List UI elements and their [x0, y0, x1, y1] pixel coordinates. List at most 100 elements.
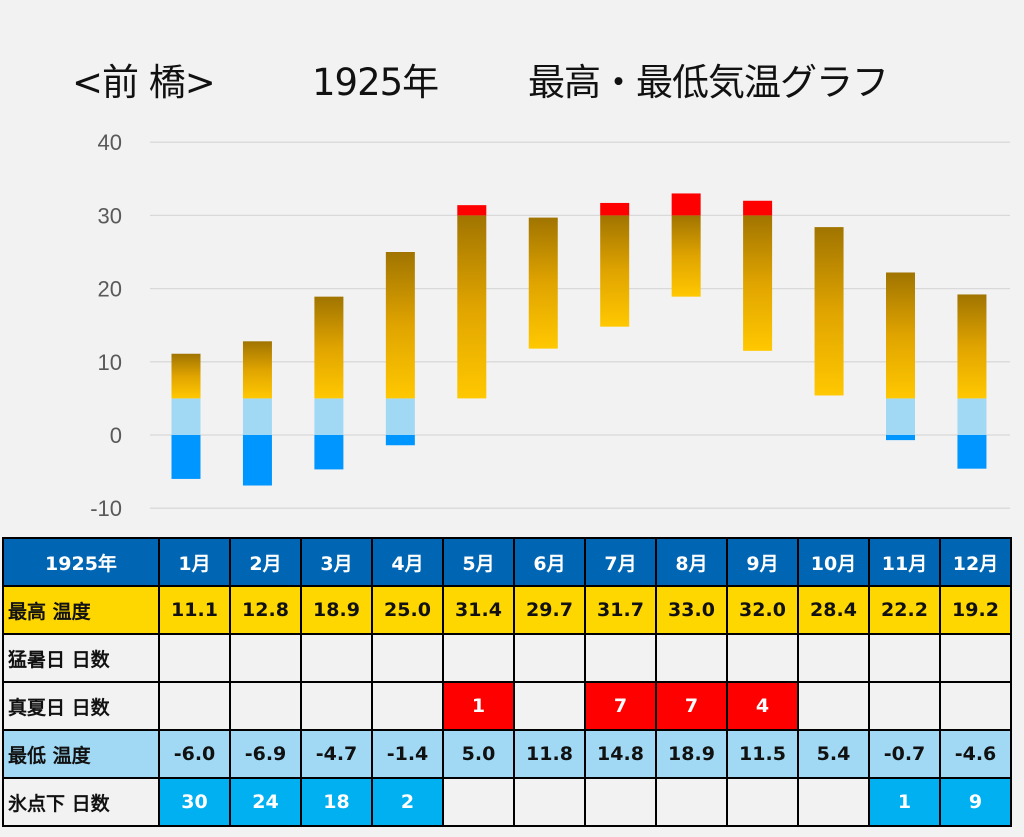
table-cell	[442, 633, 515, 683]
bar-segment-5-30	[671, 215, 701, 297]
temperature-range-chart: 40 30 20 10 0 -10	[90, 130, 1010, 521]
table-row-low: 最低 温度 -6.0 -6.9 -4.7 -1.4 5.0 11.8 14.8 18.9 11.5…	[2, 729, 1012, 779]
table-cell: -6.9	[229, 729, 302, 779]
table-cell: -6.0	[158, 729, 231, 779]
row-label: 氷点下 日数	[2, 777, 160, 827]
table-cell: 31.7	[584, 585, 657, 635]
chart-title-year: 1925年	[312, 61, 439, 104]
table-cell	[655, 777, 728, 827]
table-cell: 2	[371, 777, 444, 827]
table-header-month: 4月	[371, 537, 444, 587]
table-cell	[797, 633, 870, 683]
table-cell	[797, 681, 870, 731]
table-cell	[513, 777, 586, 827]
table-row-manatsubi: 真夏日 日数 1 7 7 4	[2, 681, 1012, 731]
table-cell: 5.4	[797, 729, 870, 779]
table-cell: 5.0	[442, 729, 515, 779]
table-cell	[300, 681, 373, 731]
table-cell: 11.1	[158, 585, 231, 635]
table-cell: 9	[939, 777, 1012, 827]
bar-segment-5-30	[814, 227, 844, 396]
row-label: 真夏日 日数	[2, 681, 160, 731]
table-row-moushobi: 猛暑日 日数	[2, 633, 1012, 683]
table-cell	[939, 681, 1012, 731]
table-cell: 18.9	[300, 585, 373, 635]
table-cell: 18	[300, 777, 373, 827]
chart-title-city: <前 橋>	[72, 61, 216, 104]
bar-segment-0-5	[314, 398, 344, 435]
bar-segment-above-30	[671, 193, 701, 216]
table-cell	[797, 777, 870, 827]
table-cell	[158, 633, 231, 683]
bar-segment-5-30	[385, 252, 415, 399]
table-cell: 7	[655, 681, 728, 731]
table-header-month: 6月	[513, 537, 586, 587]
table-cell	[868, 681, 941, 731]
bar-segment-below-zero	[886, 435, 915, 441]
y-tick-label: 40	[98, 130, 122, 155]
table-cell	[371, 633, 444, 683]
bar-segment-5-30	[743, 215, 773, 351]
row-label: 最高 温度	[2, 585, 160, 635]
bar-segment-above-30	[600, 202, 630, 216]
y-tick-label: 30	[98, 203, 122, 228]
table-header-month: 2月	[229, 537, 302, 587]
bar-segment-above-30	[743, 200, 773, 216]
bar-segment-5-30	[457, 215, 487, 399]
table-row-freeze: 氷点下 日数 30 24 18 2 1 9	[2, 777, 1012, 827]
table-cell	[513, 681, 586, 731]
y-axis-ticks: 40 30 20 10 0 -10	[90, 130, 122, 521]
table-header-month: 10月	[797, 537, 870, 587]
bar-segment-5-30	[314, 296, 344, 399]
table-cell	[584, 633, 657, 683]
table-header-month: 12月	[939, 537, 1012, 587]
row-label: 最低 温度	[2, 729, 160, 779]
table-cell	[939, 633, 1012, 683]
bar-segment-below-zero	[171, 435, 201, 479]
y-tick-label: 20	[98, 277, 122, 302]
bar-segment-5-30	[886, 272, 915, 399]
table-cell: 25.0	[371, 585, 444, 635]
bar-segment-0-5	[242, 398, 272, 435]
table-cell: 30	[158, 777, 231, 827]
table-cell	[513, 633, 586, 683]
bar-segment-0-5	[385, 398, 415, 435]
table-cell: 28.4	[797, 585, 870, 635]
bar-segment-below-zero	[314, 435, 344, 470]
table-cell: 24	[229, 777, 302, 827]
table-cell: -4.6	[939, 729, 1012, 779]
table-cell: 32.0	[726, 585, 799, 635]
bar-segment-5-30	[957, 294, 987, 399]
table-header-month: 11月	[868, 537, 941, 587]
bar-segment-below-zero	[957, 435, 987, 469]
bar-segment-below-zero	[242, 435, 272, 486]
table-cell	[229, 681, 302, 731]
table-cell	[371, 681, 444, 731]
table-cell: 4	[726, 681, 799, 731]
bar-segment-5-30	[242, 341, 272, 399]
table-cell	[442, 777, 515, 827]
bar-segment-0-5	[957, 398, 987, 435]
bar-segment-0-5	[886, 398, 915, 435]
table-cell	[229, 633, 302, 683]
y-tick-label: -10	[90, 496, 122, 521]
table-cell	[868, 633, 941, 683]
table-cell: 18.9	[655, 729, 728, 779]
table-header-month: 8月	[655, 537, 728, 587]
table-cell: 12.8	[229, 585, 302, 635]
table-cell: 7	[584, 681, 657, 731]
table-cell	[584, 777, 657, 827]
table-cell: 31.4	[442, 585, 515, 635]
table-header-month: 3月	[300, 537, 373, 587]
y-tick-label: 10	[98, 350, 122, 375]
table-header-row: 1925年 1月 2月 3月 4月 5月 6月 7月 8月 9月 10月 11月 12月	[2, 537, 1012, 587]
table-cell	[726, 777, 799, 827]
y-tick-label: 0	[110, 423, 122, 448]
table-cell: 22.2	[868, 585, 941, 635]
gridlines	[150, 141, 1010, 509]
table-cell	[158, 681, 231, 731]
table-row-high: 最高 温度 11.1 12.8 18.9 25.0 31.4 29.7 31.7 33.0 32.…	[2, 585, 1012, 635]
table-cell: -0.7	[868, 729, 941, 779]
table-cell: 11.8	[513, 729, 586, 779]
table-header-month: 9月	[726, 537, 799, 587]
